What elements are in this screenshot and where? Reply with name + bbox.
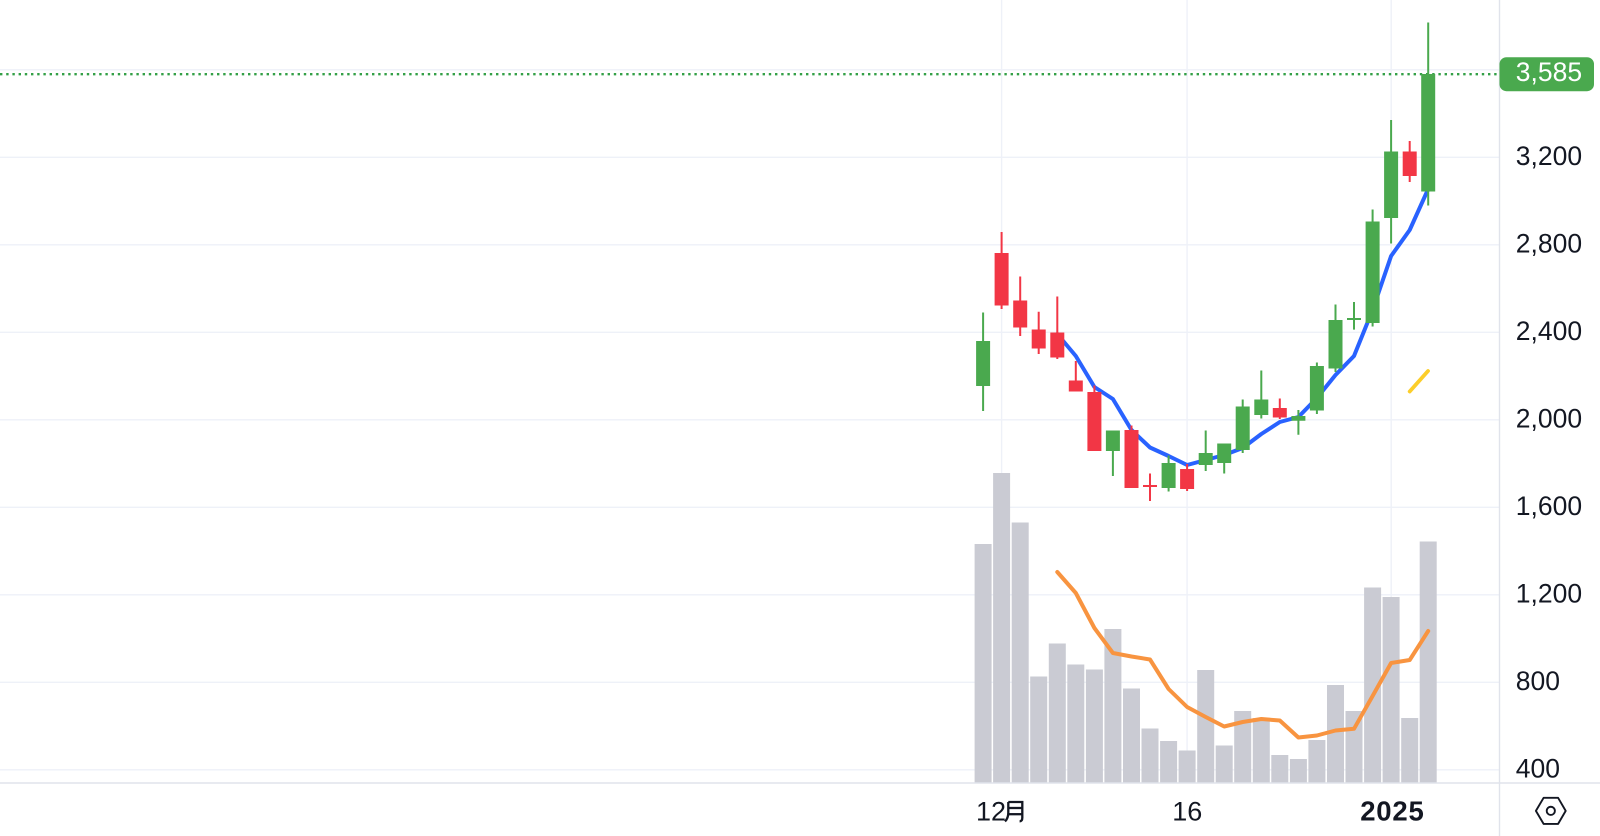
svg-text:16: 16 xyxy=(1172,796,1202,826)
svg-text:2,000: 2,000 xyxy=(1516,404,1582,434)
svg-text:3,585: 3,585 xyxy=(1516,57,1582,87)
svg-text:2025: 2025 xyxy=(1360,795,1424,826)
svg-text:2,400: 2,400 xyxy=(1516,316,1582,346)
svg-text:1,200: 1,200 xyxy=(1516,579,1582,609)
svg-text:12: 12 xyxy=(976,796,1006,826)
svg-text:400: 400 xyxy=(1516,754,1560,784)
svg-text:1,600: 1,600 xyxy=(1516,491,1582,521)
svg-text:2,800: 2,800 xyxy=(1516,229,1582,259)
svg-text:3,200: 3,200 xyxy=(1516,141,1582,171)
svg-text:800: 800 xyxy=(1516,666,1560,696)
